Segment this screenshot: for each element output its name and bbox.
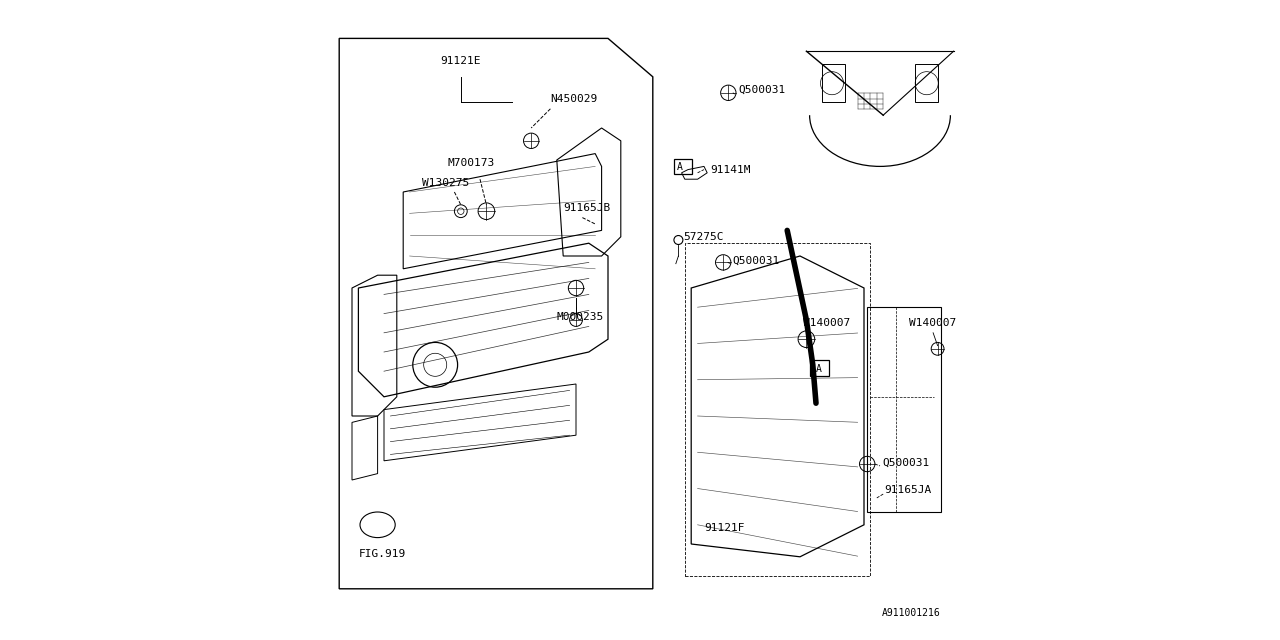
Text: M700173: M700173 <box>448 159 495 168</box>
Text: Q500031: Q500031 <box>739 85 785 95</box>
Text: W140007: W140007 <box>804 319 850 328</box>
Text: 91165JA: 91165JA <box>884 485 932 495</box>
Text: Q500031: Q500031 <box>732 256 780 266</box>
Text: FIG.919: FIG.919 <box>358 549 406 559</box>
Text: A: A <box>817 364 822 374</box>
Text: W130275: W130275 <box>422 178 470 188</box>
Text: A911001216: A911001216 <box>882 607 941 618</box>
Text: N450029: N450029 <box>550 95 598 104</box>
Text: W140007: W140007 <box>909 319 956 328</box>
Text: M000235: M000235 <box>557 312 604 322</box>
Text: 91141M: 91141M <box>710 165 751 175</box>
Text: A: A <box>677 162 684 172</box>
Text: Q500031: Q500031 <box>882 458 929 468</box>
Text: 91121F: 91121F <box>704 524 745 533</box>
Text: 57275C: 57275C <box>684 232 723 242</box>
Text: 91121E: 91121E <box>440 56 481 66</box>
Text: 91165JB: 91165JB <box>563 204 611 213</box>
